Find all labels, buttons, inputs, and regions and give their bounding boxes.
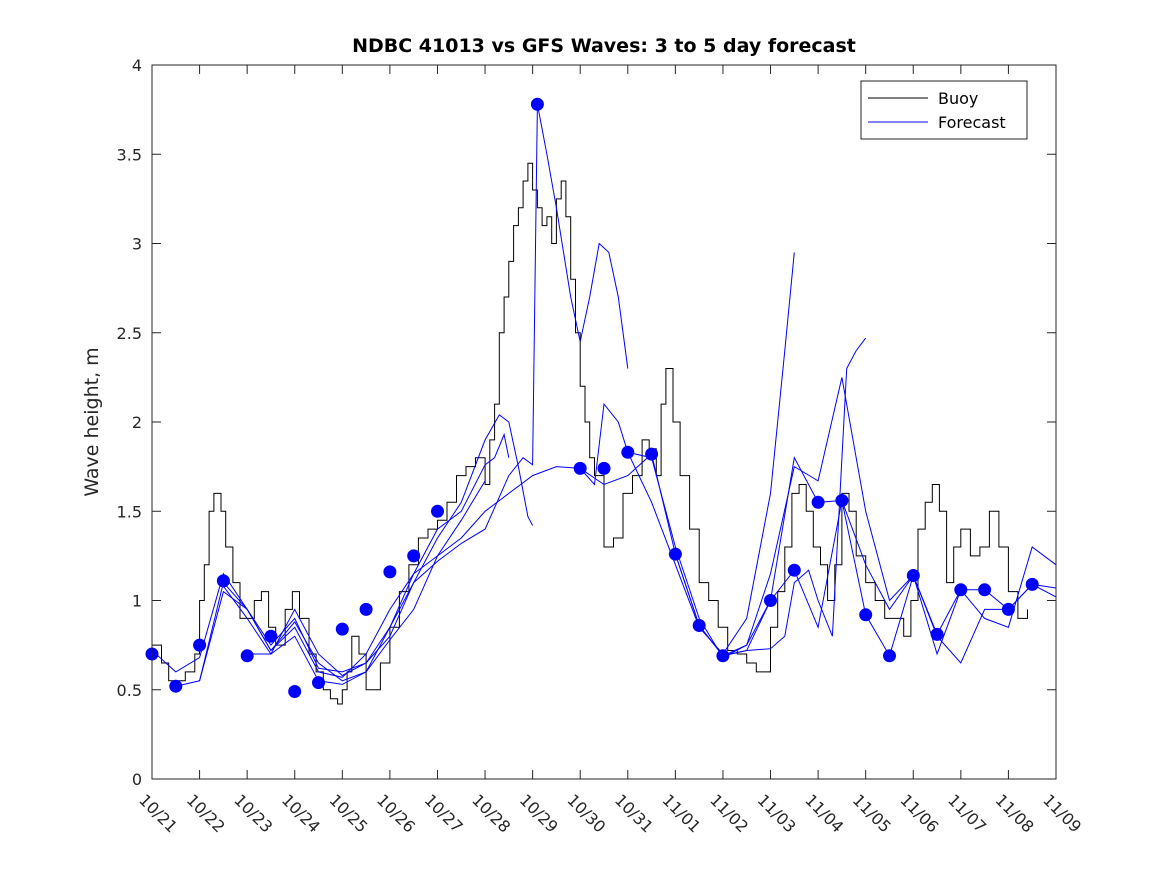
forecast-marker xyxy=(264,629,278,643)
y-tick-label: 3 xyxy=(132,235,142,254)
forecast-marker xyxy=(407,549,421,563)
forecast-marker xyxy=(573,461,587,475)
forecast-marker xyxy=(1025,577,1039,591)
forecast-marker xyxy=(692,619,706,632)
forecast-marker xyxy=(597,461,611,475)
chart-title: NDBC 41013 vs GFS Waves: 3 to 5 day fore… xyxy=(352,35,856,57)
y-tick-label: 1.5 xyxy=(117,502,142,521)
y-tick-label: 4 xyxy=(132,56,142,75)
buoy-series-line xyxy=(152,162,1028,705)
forecast-marker xyxy=(530,97,544,111)
forecast-marker xyxy=(787,563,801,577)
forecast-marker xyxy=(668,547,682,561)
forecast-marker xyxy=(716,649,730,663)
forecast-marker xyxy=(359,602,373,616)
forecast-marker xyxy=(835,494,849,507)
forecast-marker xyxy=(312,676,325,690)
y-tick-label: 1 xyxy=(132,592,142,611)
forecast-marker xyxy=(883,649,896,663)
legend: Buoy Forecast xyxy=(860,80,1028,140)
forecast-marker xyxy=(169,679,183,693)
y-tick-label: 2 xyxy=(132,413,142,432)
forecast-series-line-4 xyxy=(222,104,629,677)
forecast-marker xyxy=(906,569,920,582)
forecast-marker xyxy=(431,504,444,518)
y-tick-label: 2.5 xyxy=(117,324,142,343)
y-tick-label: 0 xyxy=(132,770,142,789)
forecast-marker xyxy=(859,608,873,622)
forecast-marker xyxy=(383,565,397,579)
forecast-marker xyxy=(240,649,254,663)
data-layer xyxy=(145,97,1056,705)
forecast-marker xyxy=(645,447,659,461)
forecast-marker xyxy=(1001,602,1015,616)
forecast-marker xyxy=(288,685,302,698)
forecast-marker xyxy=(978,583,992,597)
forecast-marker xyxy=(193,638,207,652)
legend-box xyxy=(860,80,1028,140)
legend-forecast-label: Forecast xyxy=(938,113,1006,132)
forecast-marker xyxy=(811,495,825,509)
legend-buoy-label: Buoy xyxy=(938,89,978,108)
y-axis-label: Wave height, m xyxy=(81,347,103,496)
plot-area xyxy=(152,65,1056,779)
forecast-series-line-1 xyxy=(152,480,486,682)
forecast-marker xyxy=(954,583,968,597)
y-tick-label: 3.5 xyxy=(117,145,142,164)
forecast-marker xyxy=(621,445,635,459)
forecast-marker xyxy=(216,574,230,588)
forecast-series-line-6 xyxy=(579,337,867,657)
forecast-marker xyxy=(764,594,777,607)
forecast-series-line-8 xyxy=(674,377,1056,657)
forecast-marker xyxy=(930,627,944,641)
forecast-marker xyxy=(335,622,349,636)
axes-box xyxy=(151,64,1057,780)
forecast-series-line-3 xyxy=(199,432,510,681)
y-tick-label: 0.5 xyxy=(117,681,142,700)
series-group xyxy=(152,104,1056,705)
